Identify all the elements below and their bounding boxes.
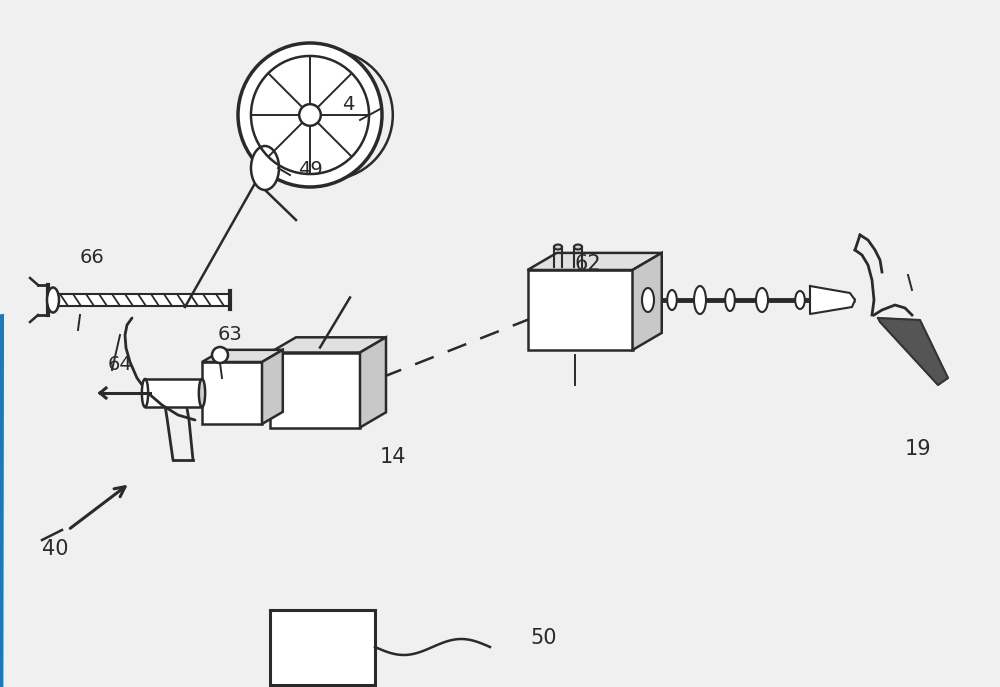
Polygon shape (878, 318, 948, 385)
Polygon shape (633, 253, 662, 350)
Text: 62: 62 (575, 254, 602, 274)
Polygon shape (528, 270, 633, 350)
Ellipse shape (574, 245, 582, 249)
Polygon shape (810, 286, 855, 314)
Text: 63: 63 (218, 325, 243, 344)
Polygon shape (53, 294, 230, 306)
Polygon shape (270, 352, 360, 427)
Ellipse shape (795, 291, 805, 309)
Ellipse shape (725, 289, 735, 311)
Ellipse shape (47, 287, 59, 313)
Text: 64: 64 (108, 355, 133, 374)
Ellipse shape (667, 290, 677, 310)
Text: 49: 49 (298, 160, 323, 179)
Ellipse shape (694, 286, 706, 314)
Polygon shape (145, 379, 202, 407)
Ellipse shape (142, 379, 148, 407)
Text: 14: 14 (380, 447, 406, 467)
Polygon shape (270, 337, 386, 352)
Ellipse shape (199, 379, 205, 407)
Circle shape (212, 347, 228, 363)
Bar (270, 610, 375, 685)
Ellipse shape (642, 288, 654, 312)
Ellipse shape (554, 245, 562, 249)
Circle shape (299, 104, 321, 126)
Ellipse shape (756, 288, 768, 312)
Polygon shape (528, 253, 662, 270)
Polygon shape (262, 350, 283, 424)
Ellipse shape (251, 146, 279, 190)
Polygon shape (360, 337, 386, 427)
Text: 4: 4 (342, 95, 354, 114)
Text: 50: 50 (530, 628, 556, 648)
Polygon shape (202, 350, 283, 362)
Text: 66: 66 (80, 248, 105, 267)
Circle shape (238, 43, 382, 187)
Text: 40: 40 (42, 539, 68, 559)
Text: 19: 19 (905, 439, 932, 459)
Polygon shape (202, 362, 262, 424)
